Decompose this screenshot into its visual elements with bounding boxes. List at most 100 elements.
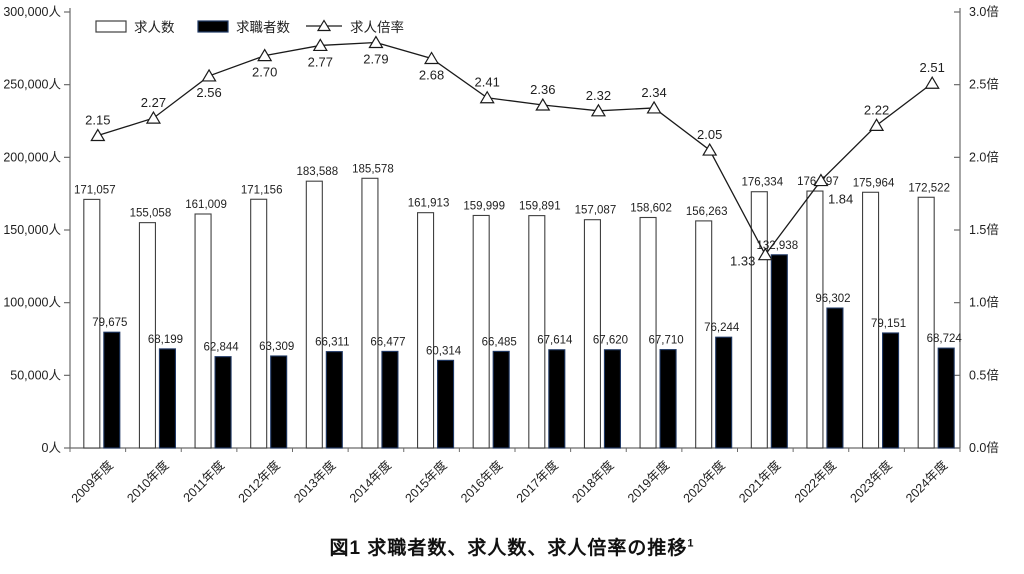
marker-ratio-2010年度: [145, 110, 161, 124]
x-axis-label-2020年度: 2020年度: [680, 457, 728, 505]
left-axis-tick-label: 50,000人: [10, 368, 61, 382]
right-axis-tick-label: 1.5倍: [969, 222, 999, 237]
label-ratio-2011年度: 2.56: [196, 85, 221, 100]
label-ratio-2012年度: 2.70: [252, 65, 277, 80]
bar-seekers-2010年度: [158, 348, 176, 449]
bar-seekers-2018年度: [603, 349, 621, 449]
x-axis-label-2014年度: 2014年度: [346, 457, 394, 505]
marker-ratio-2009年度: [90, 128, 106, 142]
label-openings-2010年度: 155,058: [130, 208, 172, 220]
label-seekers-2010年度: 68,199: [148, 334, 183, 346]
x-axis-label-2019年度: 2019年度: [624, 457, 672, 505]
x-axis-label-2012年度: 2012年度: [235, 457, 283, 505]
marker-ratio-2015年度: [424, 51, 440, 65]
label-ratio-2023年度: 2.22: [864, 102, 889, 117]
right-axis-tick-label: 3.0倍: [969, 4, 999, 19]
label-ratio-2017年度: 2.36: [530, 82, 555, 97]
bar-openings-2018年度: [583, 219, 601, 449]
bar-seekers-2020年度: [715, 336, 733, 449]
figure-title: 図1 求職者数、求人数、求人倍率の推移1: [0, 533, 1024, 560]
label-openings-2009年度: 171,057: [74, 184, 116, 196]
label-seekers-2017年度: 67,614: [537, 335, 573, 347]
label-seekers-2024年度: 68,724: [927, 333, 963, 345]
right-axis-tick-label: 0.5倍: [969, 367, 999, 382]
legend-label-openings: 求人数: [134, 20, 175, 35]
label-seekers-2014年度: 66,477: [370, 336, 405, 348]
label-openings-2018年度: 157,087: [575, 205, 617, 217]
bar-seekers-2021年度: [770, 254, 788, 449]
marker-ratio-2014年度: [368, 35, 384, 49]
label-seekers-2019年度: 67,710: [648, 335, 683, 347]
label-ratio-2013年度: 2.77: [308, 54, 333, 69]
x-axis-label-2011年度: 2011年度: [180, 457, 228, 505]
label-seekers-2013年度: 66,311: [315, 337, 349, 349]
right-axis-tick-label: 2.0倍: [969, 149, 999, 164]
bar-openings-2013年度: [305, 180, 323, 449]
label-ratio-2016年度: 2.41: [475, 75, 500, 90]
marker-ratio-2021年度: [757, 247, 773, 261]
label-ratio-2018年度: 2.32: [586, 88, 611, 103]
label-ratio-2022年度: 1.84: [828, 192, 853, 207]
label-seekers-2011年度: 62,844: [203, 342, 239, 354]
legend-swatch-openings: [95, 20, 127, 33]
bar-seekers-2017年度: [548, 349, 566, 449]
label-seekers-2012年度: 63,309: [259, 341, 294, 353]
bar-openings-2011年度: [194, 213, 212, 449]
figure-title-footnote: 1: [687, 537, 695, 550]
marker-ratio-2016年度: [479, 90, 495, 104]
figure-title-text: 図1 求職者数、求人数、求人倍率の推移: [329, 538, 688, 559]
bar-seekers-2016年度: [492, 350, 510, 449]
bar-openings-2009年度: [83, 198, 101, 449]
label-openings-2024年度: 172,522: [908, 182, 950, 194]
legend-label-ratio: 求人倍率: [350, 19, 404, 35]
right-axis-tick-label: 0.0倍: [969, 440, 999, 455]
label-openings-2011年度: 161,009: [185, 199, 227, 211]
x-axis-label-2016年度: 2016年度: [457, 457, 505, 505]
x-axis-label-2015年度: 2015年度: [402, 457, 450, 505]
label-seekers-2022年度: 96,302: [815, 293, 850, 305]
bar-openings-2014年度: [361, 177, 379, 449]
bar-openings-2022年度: [806, 190, 824, 449]
bar-seekers-2012年度: [270, 355, 288, 449]
left-axis-tick-label: 0人: [42, 441, 62, 455]
x-axis-label-2009年度: 2009年度: [68, 457, 116, 505]
label-seekers-2009年度: 79,675: [92, 317, 127, 329]
label-seekers-2023年度: 79,151: [871, 318, 906, 330]
label-openings-2019年度: 158,602: [630, 202, 672, 214]
marker-ratio-2023年度: [869, 118, 885, 131]
marker-ratio-2013年度: [312, 38, 328, 52]
left-axis-tick-label: 250,000人: [3, 78, 61, 92]
label-openings-2013年度: 183,588: [297, 166, 339, 178]
label-ratio-2019年度: 2.34: [641, 85, 666, 100]
legend-marker-ratio: [316, 19, 332, 32]
bar-openings-2015年度: [417, 212, 435, 449]
label-seekers-2015年度: 60,314: [426, 345, 462, 357]
label-seekers-2018年度: 67,620: [593, 335, 628, 347]
label-ratio-2015年度: 2.68: [419, 68, 444, 83]
bar-openings-2019年度: [639, 216, 657, 449]
label-ratio-2021年度: 1.33: [730, 254, 755, 269]
bar-openings-2010年度: [138, 222, 156, 449]
marker-ratio-2018年度: [590, 103, 606, 117]
x-axis-label-2022年度: 2022年度: [791, 457, 839, 505]
marker-ratio-2017年度: [535, 97, 551, 111]
legend-label-seekers: 求職者数: [236, 20, 290, 35]
bar-seekers-2014年度: [381, 350, 399, 449]
label-openings-2014年度: 185,578: [352, 163, 394, 175]
chart-area: 0人 50,000人 100,000人 150,000人 200,000人 250,000…: [3, 4, 999, 505]
label-openings-2017年度: 159,891: [519, 201, 561, 213]
x-axis-label-2021年度: 2021年度: [735, 457, 783, 505]
marker-ratio-2020年度: [702, 142, 718, 156]
label-openings-2012年度: 171,156: [241, 184, 283, 196]
combo-chart: 0人 50,000人 100,000人 150,000人 200,000人 250,000…: [3, 4, 999, 505]
bar-openings-2012年度: [250, 198, 268, 449]
bar-seekers-2009年度: [103, 331, 121, 449]
bar-seekers-2019年度: [659, 349, 677, 449]
marker-ratio-2024年度: [924, 76, 940, 89]
ratio-line: [97, 41, 933, 256]
label-seekers-2020年度: 76,244: [704, 322, 740, 334]
bar-openings-2021年度: [750, 191, 768, 449]
bar-openings-2017年度: [528, 215, 546, 449]
label-ratio-2009年度: 2.15: [85, 113, 110, 128]
